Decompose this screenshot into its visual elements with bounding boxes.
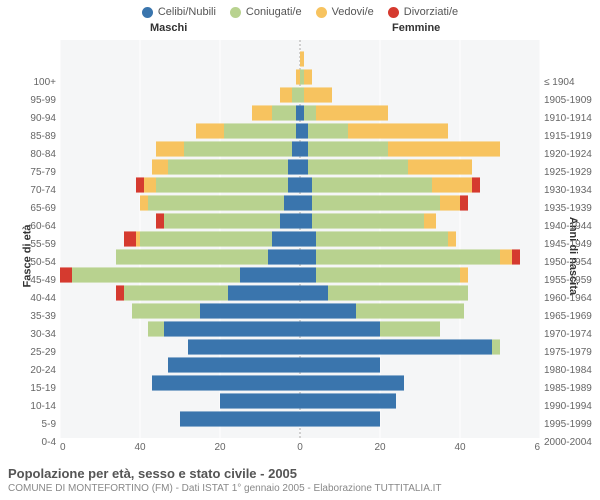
age-label: 65-69 (0, 204, 56, 214)
legend-item: Celibi/Nubili (142, 6, 216, 18)
birth-year-label: 1905-1909 (544, 96, 600, 106)
age-label: 85-89 (0, 132, 56, 142)
legend-label: Divorziati/e (404, 6, 458, 18)
footer-subtitle: COMUNE DI MONTEFORTINO (FM) - Dati ISTAT… (8, 483, 442, 494)
birth-year-label: 1970-1974 (544, 330, 600, 340)
legend-swatch (142, 7, 153, 18)
birth-year-label: 1930-1934 (544, 186, 600, 196)
svg-text:20: 20 (214, 442, 226, 453)
pyramid-chart (60, 40, 540, 438)
legend-item: Coniugati/e (230, 6, 302, 18)
birth-year-label: 1960-1964 (544, 294, 600, 304)
birth-year-labels: 2000-20041995-19991990-19941985-19891980… (544, 64, 600, 462)
legend: Celibi/Nubili Coniugati/e Vedovi/e Divorzia… (0, 0, 600, 18)
birth-year-label: ≤ 1904 (544, 78, 600, 88)
age-label: 20-24 (0, 366, 56, 376)
legend-label: Coniugati/e (246, 6, 302, 18)
age-label: 10-14 (0, 402, 56, 412)
age-label: 25-29 (0, 348, 56, 358)
birth-year-label: 1920-1924 (544, 150, 600, 160)
svg-text:40: 40 (454, 442, 466, 453)
birth-year-label: 1955-1959 (544, 276, 600, 286)
birth-year-label: 1945-1949 (544, 240, 600, 250)
age-label: 5-9 (0, 420, 56, 430)
y-axis-left-title: Fasce di età (21, 225, 33, 288)
legend-label: Celibi/Nubili (158, 6, 216, 18)
gender-headers: Maschi Femmine (0, 22, 600, 38)
age-label: 40-44 (0, 294, 56, 304)
birth-year-label: 1965-1969 (544, 312, 600, 322)
birth-year-label: 1980-1984 (544, 366, 600, 376)
age-label: 90-94 (0, 114, 56, 124)
age-label: 15-19 (0, 384, 56, 394)
chart-footer: Popolazione per età, sesso e stato civil… (8, 466, 442, 494)
age-label: 95-99 (0, 96, 56, 106)
birth-year-label: 1995-1999 (544, 420, 600, 430)
legend-swatch (388, 7, 399, 18)
age-label: 75-79 (0, 168, 56, 178)
svg-text:60: 60 (534, 442, 540, 453)
footer-title: Popolazione per età, sesso e stato civil… (8, 466, 442, 481)
birth-year-label: 1935-1939 (544, 204, 600, 214)
header-male: Maschi (150, 22, 187, 34)
svg-text:0: 0 (297, 442, 303, 453)
svg-text:20: 20 (374, 442, 386, 453)
age-label: 70-74 (0, 186, 56, 196)
birth-year-label: 1950-1954 (544, 258, 600, 268)
header-female: Femmine (392, 22, 440, 34)
svg-text:60: 60 (60, 442, 66, 453)
chart-svg (60, 40, 540, 438)
birth-year-label: 1975-1979 (544, 348, 600, 358)
birth-year-label: 1990-1994 (544, 402, 600, 412)
x-axis: 60 40 20 0 20 40 60 (60, 438, 540, 456)
birth-year-label: 1915-1919 (544, 132, 600, 142)
birth-year-label: 1985-1989 (544, 384, 600, 394)
legend-item: Divorziati/e (388, 6, 458, 18)
birth-year-label: 1910-1914 (544, 114, 600, 124)
birth-year-label: 1940-1944 (544, 222, 600, 232)
birth-year-label: 1925-1929 (544, 168, 600, 178)
svg-text:40: 40 (134, 442, 146, 453)
age-label: 100+ (0, 78, 56, 88)
age-label: 80-84 (0, 150, 56, 160)
legend-item: Vedovi/e (316, 6, 374, 18)
legend-swatch (230, 7, 241, 18)
legend-swatch (316, 7, 327, 18)
legend-label: Vedovi/e (332, 6, 374, 18)
age-label: 35-39 (0, 312, 56, 322)
age-label: 30-34 (0, 330, 56, 340)
